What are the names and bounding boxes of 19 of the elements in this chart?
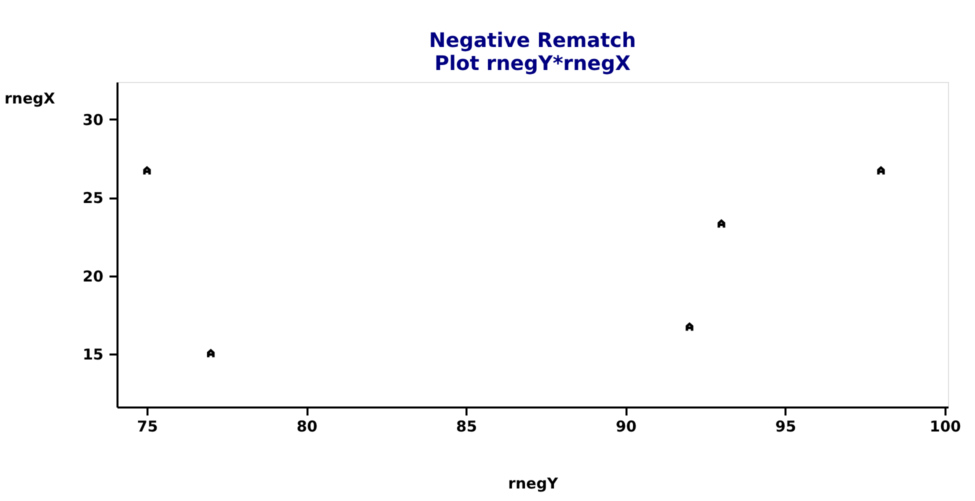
y-tick-label: 20 [82,267,104,286]
point [877,166,885,176]
chart-subtitle: Plot rnegY*rnegX [434,51,632,75]
point [718,220,726,229]
point [686,322,694,332]
x-tick-label: 90 [616,418,637,436]
x-tick-label: 85 [456,418,478,436]
x-tick-label: 80 [296,418,318,436]
x-axis-title: rnegY [508,474,560,492]
point [207,349,215,359]
x-tick-label: 95 [775,418,796,436]
y-axis-title: rnegX [4,90,56,108]
point [143,166,151,176]
y-tick-label: 25 [82,189,104,208]
x-tick-label: 75 [137,418,158,436]
chart-title: Negative Rematch [428,28,636,52]
y-tick-label: 30 [82,111,104,129]
y-tick-label: 15 [82,345,104,364]
x-tick-label: 100 [930,418,961,436]
